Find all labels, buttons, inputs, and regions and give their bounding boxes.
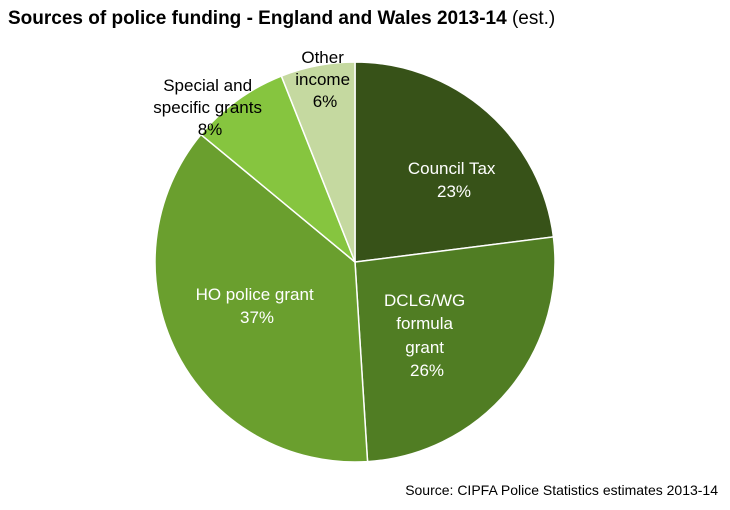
- chart-title-main: Sources of police funding - England and …: [8, 8, 507, 29]
- slice-label-ho-police-grant-value: 37%: [240, 308, 274, 327]
- slice-label-council-tax: Council Tax 23%: [408, 159, 500, 201]
- pie-slice-ho-police-grant: [154, 133, 369, 463]
- slice-label-other-income: Other income 6%: [295, 48, 355, 111]
- slice-label-other-income-line2: income: [295, 70, 350, 89]
- slice-label-dclg-wg-line2: formula: [396, 314, 453, 333]
- slice-label-dclg-wg-value: 26%: [410, 361, 444, 380]
- pie-labels: Council Tax 23% DCLG/WG formula grant 26…: [153, 48, 500, 380]
- slice-label-dclg-wg: DCLG/WG formula grant 26%: [384, 291, 470, 380]
- pie-slice-council-tax: [354, 61, 555, 263]
- chart-title-suffix: (est.): [511, 8, 556, 29]
- slice-label-other-income-line1: Other: [301, 48, 344, 67]
- slice-label-special-grants-line2: specific grants: [153, 98, 262, 117]
- slice-label-council-tax-name: Council Tax: [408, 159, 496, 178]
- chart-title: Sources of police funding - England and …: [8, 8, 555, 30]
- pie-slice-special-and-specific-grants: [199, 75, 356, 263]
- slice-label-dclg-wg-line3: grant: [405, 338, 444, 357]
- slice-label-dclg-wg-line1: DCLG/WG: [384, 291, 465, 310]
- slice-label-ho-police-grant-name: HO police grant: [196, 285, 314, 304]
- slice-label-special-grants: Special and specific grants 8%: [153, 76, 266, 139]
- slice-label-other-income-value: 6%: [313, 92, 338, 111]
- pie-slice-other-income: [280, 61, 356, 263]
- pie-slices: [154, 61, 556, 463]
- slice-label-council-tax-value: 23%: [437, 182, 471, 201]
- slice-label-ho-police-grant: HO police grant 37%: [196, 285, 319, 327]
- pie-slice-dclg-wg-formula-grant: [354, 236, 556, 463]
- slice-label-special-grants-value: 8%: [198, 120, 223, 139]
- slice-label-special-grants-line1: Special and: [163, 76, 252, 95]
- chart-source: Source: CIPFA Police Statistics estimate…: [405, 482, 718, 498]
